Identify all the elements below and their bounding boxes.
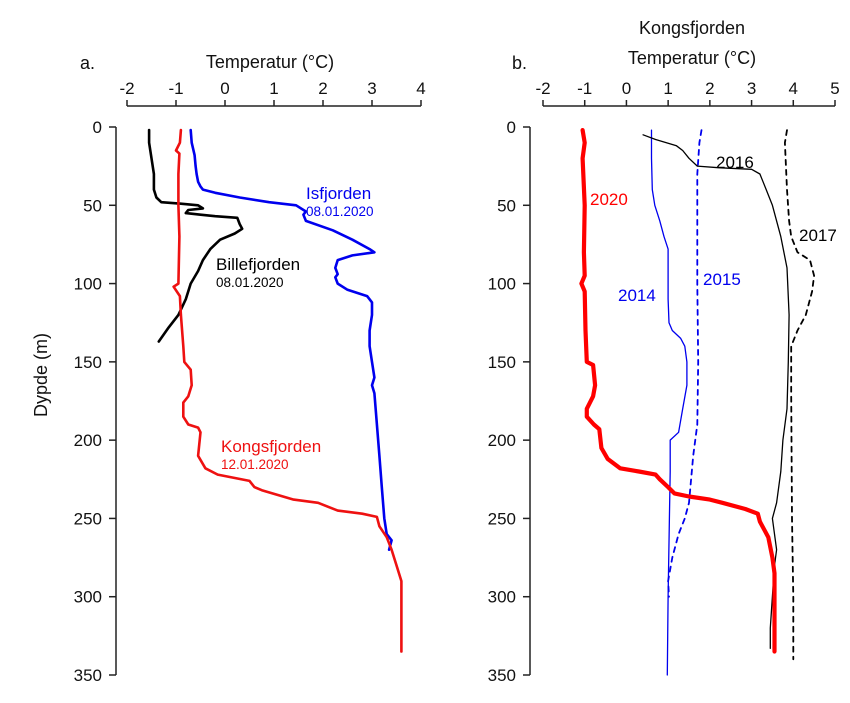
panel-a-series-billefjorden <box>147 128 244 343</box>
panel-b-y-tick-label: 0 <box>507 118 516 137</box>
annotation-kongsfjorden-date: 12.01.2020 <box>221 457 289 472</box>
panel-b-y-tick-label: 150 <box>488 353 516 372</box>
panel-b-x-tick-label: 2 <box>705 79 714 98</box>
panel-b-x-tick-label: 0 <box>622 79 631 98</box>
panel-a-y-tick-label: 350 <box>74 666 102 685</box>
panel-a-x-tick-label: 0 <box>220 79 229 98</box>
panel-b-series-2017 <box>784 129 815 661</box>
annotation-2020: 2020 <box>590 190 628 209</box>
panel-b-y-tick-label: 350 <box>488 666 516 685</box>
panel-b-y-tick-label: 100 <box>488 275 516 294</box>
panel-a-x-axis: -2 -1 0 1 2 3 4 <box>119 79 426 107</box>
panel-a-y-tick-label: 200 <box>74 431 102 450</box>
panel-b-y-tick-label: 50 <box>497 196 516 215</box>
panel-b-x-tick-label: 4 <box>789 79 798 98</box>
panel-a-x-tick-label: 2 <box>318 79 327 98</box>
panel-a-x-tick-label: 4 <box>416 79 425 98</box>
annotation-2014: 2014 <box>618 286 656 305</box>
panel-b-y-axis: 0 50 100 150 200 250 300 350 <box>488 118 531 685</box>
annotation-isfjorden-date: 08.01.2020 <box>306 204 374 219</box>
panel-a-y-tick-label: 150 <box>74 353 102 372</box>
panel-a-series <box>147 128 403 653</box>
panel-a-y-axis: 0 50 100 150 200 250 300 350 <box>74 118 117 685</box>
panel-a-x-tick-label: 3 <box>367 79 376 98</box>
panel-b-series <box>579 128 815 676</box>
panel-a: a. Temperatur (°C) -2 -1 0 1 2 3 4 0 50 100 150 20… <box>31 52 426 685</box>
panel-b-y-tick-label: 250 <box>488 509 516 528</box>
annotation-2016: 2016 <box>716 153 754 172</box>
panel-b-x-tick-label: -2 <box>535 79 550 98</box>
panel-b-x-axis: -2 -1 0 1 2 3 4 5 <box>535 79 840 107</box>
panel-b-x-tick-label: 5 <box>830 79 839 98</box>
panel-a-y-tick-label: 0 <box>93 118 102 137</box>
panel-b-x-tick-label: -1 <box>577 79 592 98</box>
panel-b-x-axis-title: Temperatur (°C) <box>628 48 756 68</box>
annotation-billefjorden-date: 08.01.2020 <box>216 275 284 290</box>
panel-a-series-isfjorden <box>189 128 393 552</box>
panel-a-y-tick-label: 250 <box>74 509 102 528</box>
panel-a-series-kongsfjorden <box>172 128 403 653</box>
panel-b-label: b. <box>512 53 527 73</box>
panel-b-x-tick-label: 3 <box>747 79 756 98</box>
panel-b-series-2020 <box>579 128 777 654</box>
panel-a-y-tick-label: 50 <box>83 196 102 215</box>
panel-b-y-tick-label: 200 <box>488 431 516 450</box>
panel-a-x-axis-title: Temperatur (°C) <box>206 52 334 72</box>
panel-a-y-tick-label: 100 <box>74 275 102 294</box>
panel-b-x-tick-label: 1 <box>663 79 672 98</box>
panel-a-x-tick-label: -2 <box>119 79 134 98</box>
y-axis-title: Dypde (m) <box>31 333 51 417</box>
panel-b-series-2016 <box>642 134 790 650</box>
panel-b-series-2014 <box>650 129 688 676</box>
annotation-2017: 2017 <box>799 226 837 245</box>
panel-a-y-tick-label: 300 <box>74 588 102 607</box>
annotation-billefjorden: Billefjorden <box>216 255 300 274</box>
panel-b: b. Kongsfjorden Temperatur (°C) -2 -1 0 1 2 3… <box>488 18 840 685</box>
annotation-isfjorden: Isfjorden <box>306 184 371 203</box>
panel-b-y-tick-label: 300 <box>488 588 516 607</box>
panel-b-title: Kongsfjorden <box>639 18 745 38</box>
panel-a-label: a. <box>80 53 95 73</box>
panel-a-x-tick-label: -1 <box>168 79 183 98</box>
panel-b-series-2015 <box>667 129 703 598</box>
annotation-kongsfjorden: Kongsfjorden <box>221 437 321 456</box>
annotation-2015: 2015 <box>703 270 741 289</box>
panel-a-x-tick-label: 1 <box>269 79 278 98</box>
